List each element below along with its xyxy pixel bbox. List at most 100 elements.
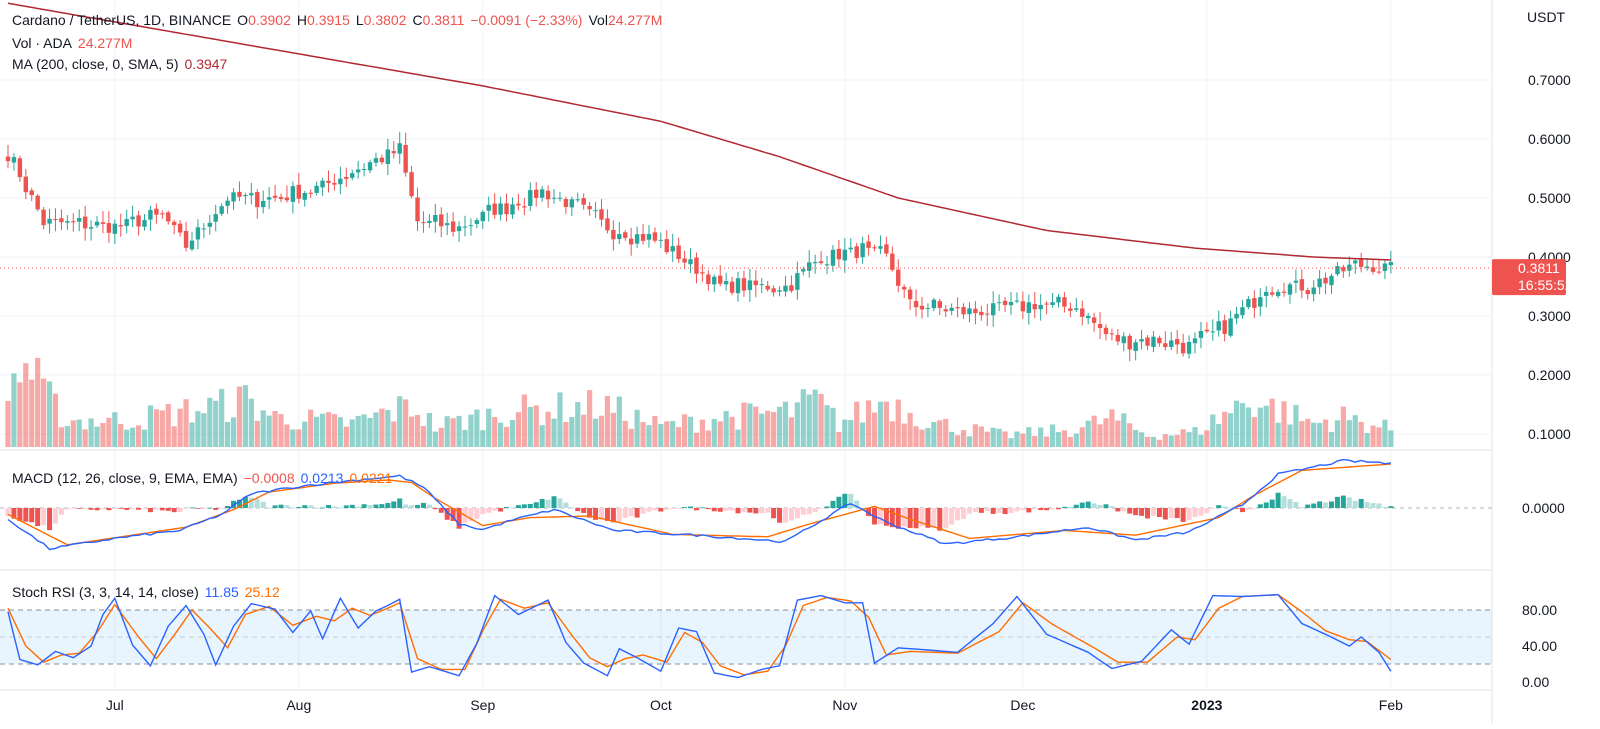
macd-histogram-bar <box>1216 505 1222 508</box>
macd-histogram-bar <box>248 497 254 508</box>
candle-body <box>931 299 937 309</box>
volume-bar <box>1239 403 1246 447</box>
candle-body <box>308 192 313 194</box>
volume-bar <box>1275 422 1281 447</box>
macd-histogram-bar <box>1323 502 1329 508</box>
candle-body <box>421 222 426 224</box>
candle-body <box>136 215 141 227</box>
volume-bar <box>361 414 367 447</box>
candle-body <box>1186 341 1192 354</box>
candle-body <box>189 240 195 250</box>
macd-histogram-bar <box>1340 495 1346 508</box>
macd-legend[interactable]: MACD (12, 26, close, 9, EMA, EMA) −0.0008… <box>12 470 398 486</box>
macd-histogram-bar <box>693 508 699 511</box>
x-tick-label: Sep <box>470 697 495 713</box>
macd-histogram-bar <box>385 503 391 508</box>
candle-body <box>397 143 402 154</box>
x-tick-label: Oct <box>650 697 672 713</box>
macd-histogram-bar <box>1174 508 1180 519</box>
macd-histogram-bar <box>634 508 640 518</box>
candle-body <box>201 228 207 230</box>
volume-bar <box>889 421 895 447</box>
candle-body <box>326 180 331 183</box>
macd-histogram-bar <box>1085 501 1091 508</box>
volume-bar <box>854 401 860 447</box>
volume-bar <box>1055 432 1062 447</box>
volume-bar <box>836 431 842 447</box>
volume-bar <box>717 421 723 447</box>
volume-bar <box>842 419 848 447</box>
volume-bars <box>5 357 1394 447</box>
candle-body <box>171 221 177 226</box>
macd-histogram-bar <box>747 508 753 513</box>
volume-bar <box>29 379 35 447</box>
x-tick-label: 2023 <box>1191 697 1222 713</box>
candle-body <box>575 199 580 201</box>
volume-bar <box>1127 423 1133 447</box>
macd-histogram-bar <box>1133 508 1139 516</box>
candle-body <box>528 190 533 206</box>
volume-bar <box>545 411 551 447</box>
volume-bar <box>444 416 450 447</box>
stoch-k-value: 11.85 <box>204 584 239 600</box>
macd-histogram-bar <box>1145 508 1151 519</box>
candle-body <box>516 203 521 206</box>
volume-bar <box>984 431 990 447</box>
macd-histogram-bar <box>883 508 889 526</box>
volume-legend[interactable]: Vol · ADA 24.277M <box>12 35 138 51</box>
macd-histogram-bar <box>1245 508 1251 510</box>
ma-legend[interactable]: MA (200, close, 0, SMA, 5) 0.3947 <box>12 56 233 72</box>
last-price-badge[interactable] <box>1492 259 1566 296</box>
stoch-legend[interactable]: Stoch RSI (3, 3, 14, 14, close) 11.85 25.1… <box>12 584 286 600</box>
macd-histogram-bar <box>254 498 260 508</box>
macd-histogram-bar <box>320 507 326 509</box>
volume-bar <box>1121 413 1127 447</box>
volume-bar <box>1156 439 1162 447</box>
candle-body <box>367 162 373 171</box>
volume-bar <box>492 416 498 447</box>
macd-histogram-bar <box>723 508 729 511</box>
volume-bar <box>515 412 522 447</box>
candle-body <box>581 198 586 205</box>
volume-bar <box>729 416 735 447</box>
candle-body <box>480 211 485 222</box>
x-tick-label: Dec <box>1010 697 1035 713</box>
volume-bar <box>860 422 866 447</box>
volume-bar <box>1388 430 1394 447</box>
volume-bar <box>1014 431 1020 447</box>
volume-bar <box>254 420 260 447</box>
macd-histogram-bar <box>1376 503 1382 508</box>
volume-bar <box>474 409 480 447</box>
macd-histogram-bar <box>765 508 771 513</box>
macd-histogram-bar <box>1061 506 1067 508</box>
volume-bar <box>996 428 1002 447</box>
volume-bar <box>1305 418 1311 447</box>
volume-bar <box>771 411 777 447</box>
volume-bar <box>806 394 812 447</box>
candle-body <box>611 229 616 240</box>
candle-body <box>1234 313 1239 319</box>
macd-histogram-bar <box>925 508 931 528</box>
macd-histogram-bar <box>278 504 284 508</box>
candle-body <box>1370 267 1376 272</box>
macd-histogram-bar <box>153 508 159 510</box>
candle-body <box>854 246 859 258</box>
candle-body <box>913 300 919 308</box>
candle-body <box>937 301 942 308</box>
candle-body <box>1044 303 1049 305</box>
volume-bar <box>314 416 320 447</box>
macd-histogram-bar <box>1275 492 1281 508</box>
candle-body <box>1293 280 1299 283</box>
candle-body <box>534 189 539 198</box>
macd-histogram-bar <box>895 508 901 529</box>
candle-body <box>1252 298 1257 308</box>
candle-body <box>747 280 753 291</box>
candle-body <box>94 221 100 226</box>
volume-bar <box>616 396 622 447</box>
symbol-title[interactable]: Cardano / TetherUS, 1D, BINANCE <box>12 12 232 28</box>
macd-histogram-bar <box>1032 508 1038 509</box>
candle-body <box>640 234 646 241</box>
candle-body <box>486 204 491 211</box>
candle-body <box>1228 318 1233 336</box>
